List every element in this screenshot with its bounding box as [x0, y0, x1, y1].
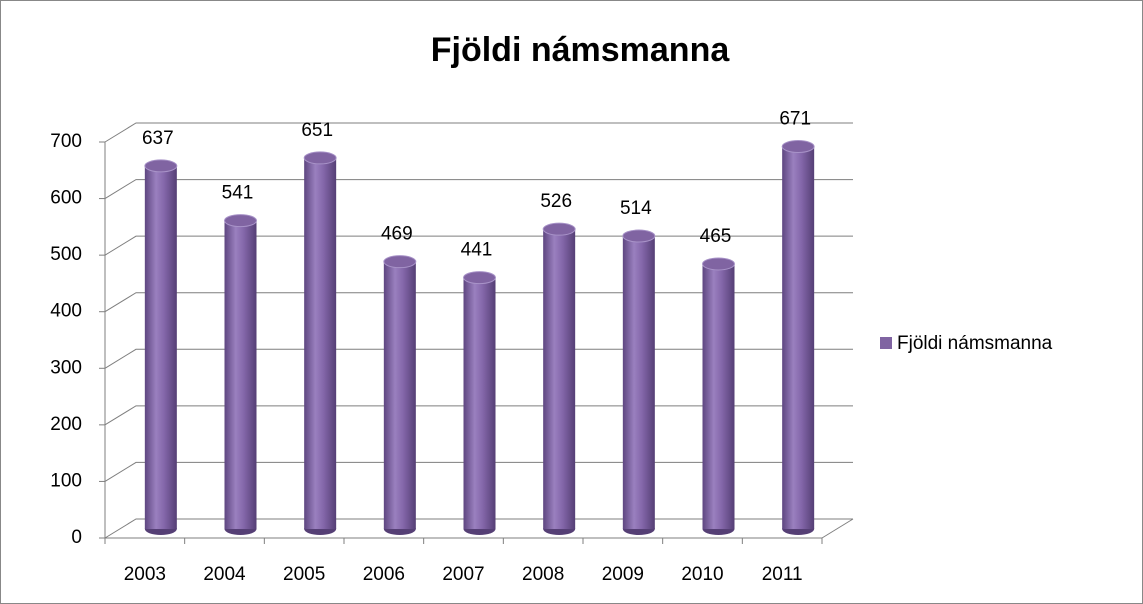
y-tick-label: 200	[50, 414, 82, 435]
y-tick-label: 600	[50, 188, 82, 209]
grid-line	[104, 292, 853, 313]
y-tick-label: 700	[50, 131, 82, 152]
bar-top	[224, 214, 257, 228]
data-label: 441	[461, 240, 493, 261]
x-tick-label: 2008	[522, 564, 564, 585]
bar	[224, 220, 257, 529]
bar	[543, 229, 576, 529]
data-label: 514	[620, 198, 652, 219]
y-tick-label: 0	[71, 527, 82, 548]
x-tick-label: 2009	[602, 564, 644, 585]
bar-top	[303, 151, 337, 165]
grid-line	[104, 348, 853, 369]
chart-title: Fjöldi námsmanna	[431, 31, 731, 69]
bar-top	[463, 271, 496, 285]
y-tick-label: 100	[50, 470, 82, 491]
bar	[304, 157, 337, 529]
data-label: 469	[381, 224, 413, 245]
bar-top	[383, 255, 417, 269]
bar	[144, 165, 177, 529]
bar-top	[144, 159, 178, 173]
grid-line	[104, 518, 853, 539]
bar-top	[542, 222, 576, 236]
axis-line	[821, 518, 854, 539]
x-tick-label: 2003	[124, 564, 166, 585]
grid-line	[104, 122, 853, 143]
x-tick-label: 2006	[363, 564, 405, 585]
legend-swatch	[880, 337, 892, 349]
data-label: 541	[222, 183, 254, 204]
grid-line	[104, 461, 853, 482]
y-tick-label: 300	[50, 357, 82, 378]
legend-label: Fjöldi námsmanna	[897, 333, 1053, 354]
y-tick-label: 400	[50, 301, 82, 322]
grid-line	[104, 179, 853, 199]
bar-top	[781, 140, 815, 154]
grid-line	[104, 405, 853, 426]
data-label: 637	[142, 128, 174, 149]
x-tick-label: 2011	[762, 564, 803, 585]
x-tick-label: 2010	[681, 564, 723, 585]
bar	[782, 146, 815, 529]
x-tick-label: 2005	[283, 564, 325, 585]
bar	[622, 236, 655, 529]
data-label: 465	[700, 226, 732, 247]
grid-line	[104, 235, 853, 256]
bar	[463, 277, 496, 529]
bar	[383, 261, 416, 529]
bar-top	[702, 257, 735, 271]
data-label: 526	[540, 191, 572, 212]
x-tick-label: 2007	[442, 564, 484, 585]
data-label: 671	[779, 109, 811, 130]
y-tick-label: 500	[50, 244, 82, 265]
bar-top	[622, 229, 656, 243]
data-label: 651	[301, 120, 333, 141]
x-tick-label: 2004	[203, 564, 246, 585]
bar	[702, 263, 735, 529]
